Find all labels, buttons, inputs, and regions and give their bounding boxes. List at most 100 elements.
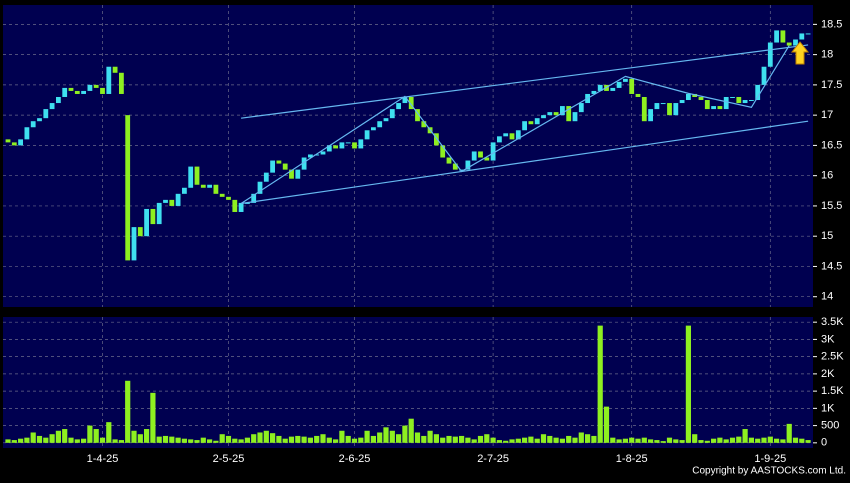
volume-bar xyxy=(515,438,521,443)
volume-bar xyxy=(301,436,307,443)
candle xyxy=(339,142,345,149)
volume-bar xyxy=(326,437,332,443)
candle xyxy=(698,96,704,101)
candle xyxy=(364,130,370,140)
x-tick-label: 2-5-25 xyxy=(213,453,245,465)
candle xyxy=(522,121,527,131)
candle xyxy=(623,78,628,82)
volume-bar xyxy=(503,440,509,443)
candle xyxy=(515,130,521,140)
candle xyxy=(780,30,786,43)
candle xyxy=(163,199,168,203)
volume-bar xyxy=(528,436,534,443)
volume-bar xyxy=(496,440,502,443)
candle xyxy=(56,96,61,104)
volume-bar xyxy=(616,439,622,443)
candle xyxy=(68,87,74,91)
volume-bar xyxy=(635,438,641,443)
y-tick-label: 17.5 xyxy=(821,79,842,91)
candle xyxy=(786,42,792,46)
candle xyxy=(257,181,263,194)
volume-bar xyxy=(307,437,313,443)
candle xyxy=(289,169,294,179)
volume-bar xyxy=(106,422,112,443)
layers: 1-4-25 2-5-25 2-6-25 2-7-25 1-8-25 1-9-25 14 14… xyxy=(3,5,844,465)
y-tick-label: 500 xyxy=(821,419,839,431)
candle xyxy=(641,96,647,122)
candle xyxy=(182,187,187,194)
volume-bar xyxy=(402,425,408,443)
volume-bar xyxy=(383,427,389,443)
candle xyxy=(371,127,376,131)
volume-bar xyxy=(578,432,584,443)
candle xyxy=(547,112,553,116)
volume-bar xyxy=(188,439,194,443)
volume-bar xyxy=(509,439,515,443)
candle xyxy=(74,90,80,94)
candle xyxy=(408,96,414,110)
volume-bar xyxy=(112,439,118,443)
candle xyxy=(314,154,320,156)
candle xyxy=(62,87,68,97)
candle xyxy=(402,96,408,104)
y-tick-label: 16.5 xyxy=(821,139,842,151)
candle xyxy=(232,199,238,212)
volume-bar xyxy=(490,437,496,443)
candle xyxy=(446,157,452,164)
volume-bar xyxy=(93,429,99,443)
candle xyxy=(534,118,540,125)
volume-bar xyxy=(131,430,137,443)
volume-bar xyxy=(320,434,326,443)
volume-bar xyxy=(566,435,572,443)
volume-bar xyxy=(5,439,11,443)
y-tick-label: 18.5 xyxy=(821,18,842,30)
candle xyxy=(81,90,86,94)
candle xyxy=(137,227,143,237)
candle xyxy=(490,142,496,161)
volume-bar xyxy=(194,440,200,443)
candle xyxy=(793,39,798,46)
candle xyxy=(465,160,471,170)
candle xyxy=(528,121,534,125)
volume-bar xyxy=(471,439,477,443)
volume-bar xyxy=(477,435,484,443)
volume-bar xyxy=(792,437,799,443)
candle xyxy=(175,193,181,206)
candle xyxy=(774,30,779,43)
volume-bar xyxy=(333,439,339,443)
volume-bar xyxy=(622,438,628,443)
volume-bar xyxy=(238,439,244,443)
volume-bar xyxy=(723,439,729,443)
volume-bar xyxy=(679,440,685,443)
volume-bar xyxy=(62,429,68,443)
volume-bar xyxy=(74,439,80,443)
volume-bar xyxy=(225,435,232,443)
volume-bar xyxy=(774,438,780,443)
candle xyxy=(667,103,672,116)
volume-bar xyxy=(339,430,345,443)
volume-bar xyxy=(786,423,792,443)
candle xyxy=(717,106,723,110)
candle xyxy=(673,103,679,116)
volume-bar xyxy=(534,438,540,443)
candle xyxy=(87,84,93,91)
x-tick-label: 2-6-25 xyxy=(339,453,371,465)
volume-bar xyxy=(767,436,773,443)
volume-bar xyxy=(748,437,754,443)
volume-bar xyxy=(742,429,748,443)
volume-bar xyxy=(118,440,124,443)
candle xyxy=(711,106,716,110)
volume-bar xyxy=(459,435,465,443)
volume-bar xyxy=(30,432,36,443)
volume-bar xyxy=(698,440,704,443)
volume-bar xyxy=(263,430,269,443)
volume-bar xyxy=(175,437,181,443)
volume-bar xyxy=(559,438,565,443)
candle xyxy=(5,139,11,143)
volume-bar xyxy=(414,432,421,443)
candle xyxy=(635,93,641,97)
candle xyxy=(383,118,389,122)
volume-bar xyxy=(610,437,616,443)
volume-bar xyxy=(648,439,654,443)
